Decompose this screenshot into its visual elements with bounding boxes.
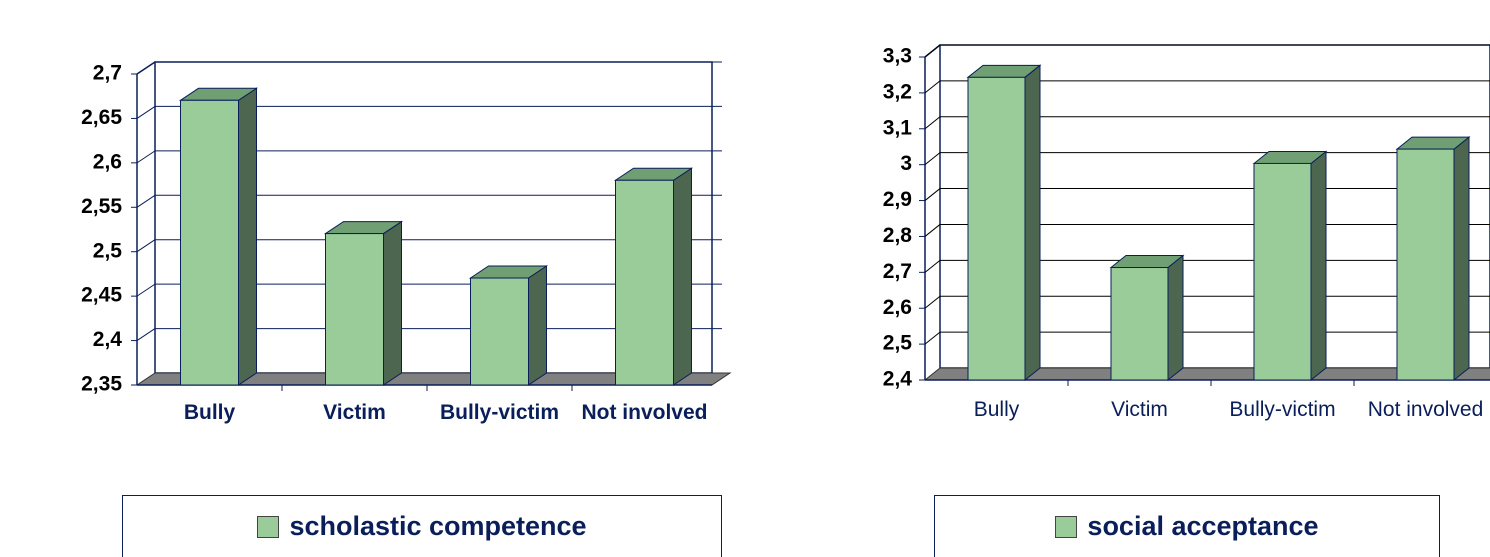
x-tick-label: Victim — [1111, 398, 1168, 421]
grid-line-side — [136, 328, 156, 341]
grid-line-side — [136, 61, 156, 75]
x-tick-label: Not involved — [1367, 398, 1484, 421]
bar — [470, 277, 529, 386]
bar-side — [1167, 254, 1184, 382]
y-tick-label: 2,55 — [81, 195, 122, 218]
grid-line-side — [136, 283, 156, 297]
y-tick-label: 2,8 — [883, 224, 913, 247]
x-tick-label: Not involved — [581, 401, 708, 424]
y-tick-label: 3,3 — [883, 45, 912, 68]
bar-side — [1453, 136, 1470, 382]
grid-line-side — [924, 188, 941, 201]
bar-side — [1310, 150, 1327, 382]
x-tick-label: Bully — [183, 401, 236, 424]
bar-side — [238, 87, 257, 386]
y-tick-label: 2,7 — [883, 260, 912, 283]
legend-swatch — [1055, 515, 1078, 538]
grid-line-side — [924, 152, 941, 166]
grid-line-side — [924, 295, 941, 309]
grid-line-side — [924, 259, 941, 273]
y-tick-label: 2,4 — [93, 328, 123, 351]
bar — [180, 99, 239, 386]
bar-side — [673, 167, 692, 386]
bar — [615, 179, 674, 386]
bar — [1253, 162, 1312, 381]
grid-line-side — [136, 106, 156, 119]
x-tick-label: Victim — [323, 401, 386, 424]
y-tick-label: 2,5 — [93, 239, 123, 262]
y-tick-label: 2,5 — [883, 332, 913, 355]
legend: scholastic competence — [122, 495, 722, 557]
bar — [325, 233, 384, 386]
grid-line-side — [136, 150, 156, 164]
legend: social acceptance — [934, 495, 1440, 557]
grid-line-side — [924, 331, 941, 345]
grid-line-side — [924, 224, 941, 237]
y-tick-label: 3 — [900, 152, 912, 175]
bar-side — [1024, 64, 1041, 382]
x-tick-label: Bully — [973, 398, 1020, 421]
y-tick-label: 2,45 — [81, 284, 122, 307]
y-tick-label: 3,2 — [883, 80, 912, 103]
y-tick-label: 2,6 — [93, 150, 122, 173]
grid-line-side — [136, 239, 156, 253]
y-tick-label: 3,1 — [883, 116, 913, 139]
legend-swatch — [257, 515, 280, 538]
legend-label: scholastic competence — [289, 511, 587, 541]
bar-side — [528, 265, 547, 386]
y-tick-label: 2,4 — [883, 368, 913, 391]
y-tick-label: 2,6 — [883, 296, 912, 319]
bar — [1396, 148, 1455, 381]
grid-line-side — [924, 116, 941, 130]
bar-side — [383, 220, 402, 386]
y-tick-label: 2,7 — [93, 62, 122, 85]
y-tick-label: 2,65 — [81, 106, 122, 129]
y-tick-label: 2,9 — [883, 188, 912, 211]
y-tick-label: 2,35 — [81, 373, 122, 396]
bar — [1110, 267, 1169, 381]
bar — [967, 76, 1026, 381]
x-tick-label: Bully-victim — [439, 401, 560, 424]
grid-line-side — [136, 194, 156, 208]
x-tick-label: Bully-victim — [1229, 398, 1336, 421]
legend-label: social acceptance — [1087, 511, 1319, 541]
grid-line-side — [924, 44, 941, 58]
grid-line-side — [924, 80, 941, 94]
